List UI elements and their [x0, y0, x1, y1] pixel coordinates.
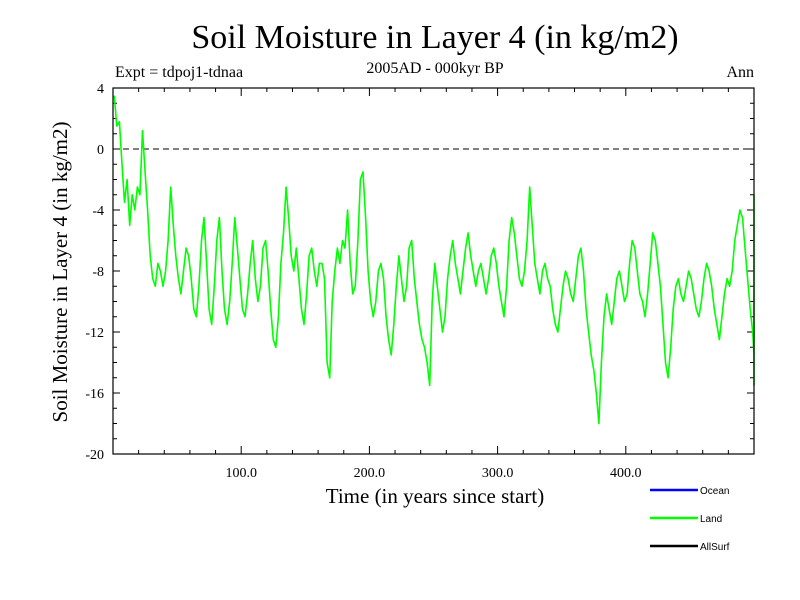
experiment-label: Expt = tdpoj1-tdnaa — [115, 64, 243, 81]
legend-label-ocean: Ocean — [700, 486, 729, 497]
x-tick-label: 100.0 — [225, 466, 257, 481]
legend-label-land: Land — [700, 514, 722, 525]
x-tick-label: 400.0 — [610, 466, 642, 481]
plot-frame — [112, 87, 755, 455]
y-tick-label: 0 — [97, 143, 104, 158]
x-tick-labels: 100.0 200.0 300.0 400.0 — [225, 466, 641, 481]
y-tick-label: -4 — [92, 204, 104, 219]
y-tick-label: -16 — [85, 387, 104, 402]
y-tick-label: -20 — [85, 448, 104, 463]
x-axis-label: Time (in years since start) — [326, 484, 545, 508]
season-label: Ann — [726, 64, 754, 81]
y-axis-label: Soil Moisture in Layer 4 (in kg/m2) — [48, 122, 72, 423]
legend-label-allsurf: AllSurf — [700, 542, 730, 553]
plot-area — [113, 95, 755, 425]
chart-title: Soil Moisture in Layer 4 (in kg/m2) — [191, 19, 678, 56]
x-tick-label: 300.0 — [482, 466, 514, 481]
land-series-line — [113, 95, 755, 425]
y-tick-label: -12 — [85, 326, 104, 341]
y-tick-label: -8 — [92, 265, 104, 280]
y-tick-label: 4 — [97, 82, 104, 97]
x-tick-label: 200.0 — [354, 466, 386, 481]
y-tick-labels: 4 0 -4 -8 -12 -16 -20 — [85, 82, 104, 463]
legend: Ocean Land AllSurf — [650, 486, 730, 553]
chart-subtitle: 2005AD - 000kyr BP — [366, 60, 503, 77]
